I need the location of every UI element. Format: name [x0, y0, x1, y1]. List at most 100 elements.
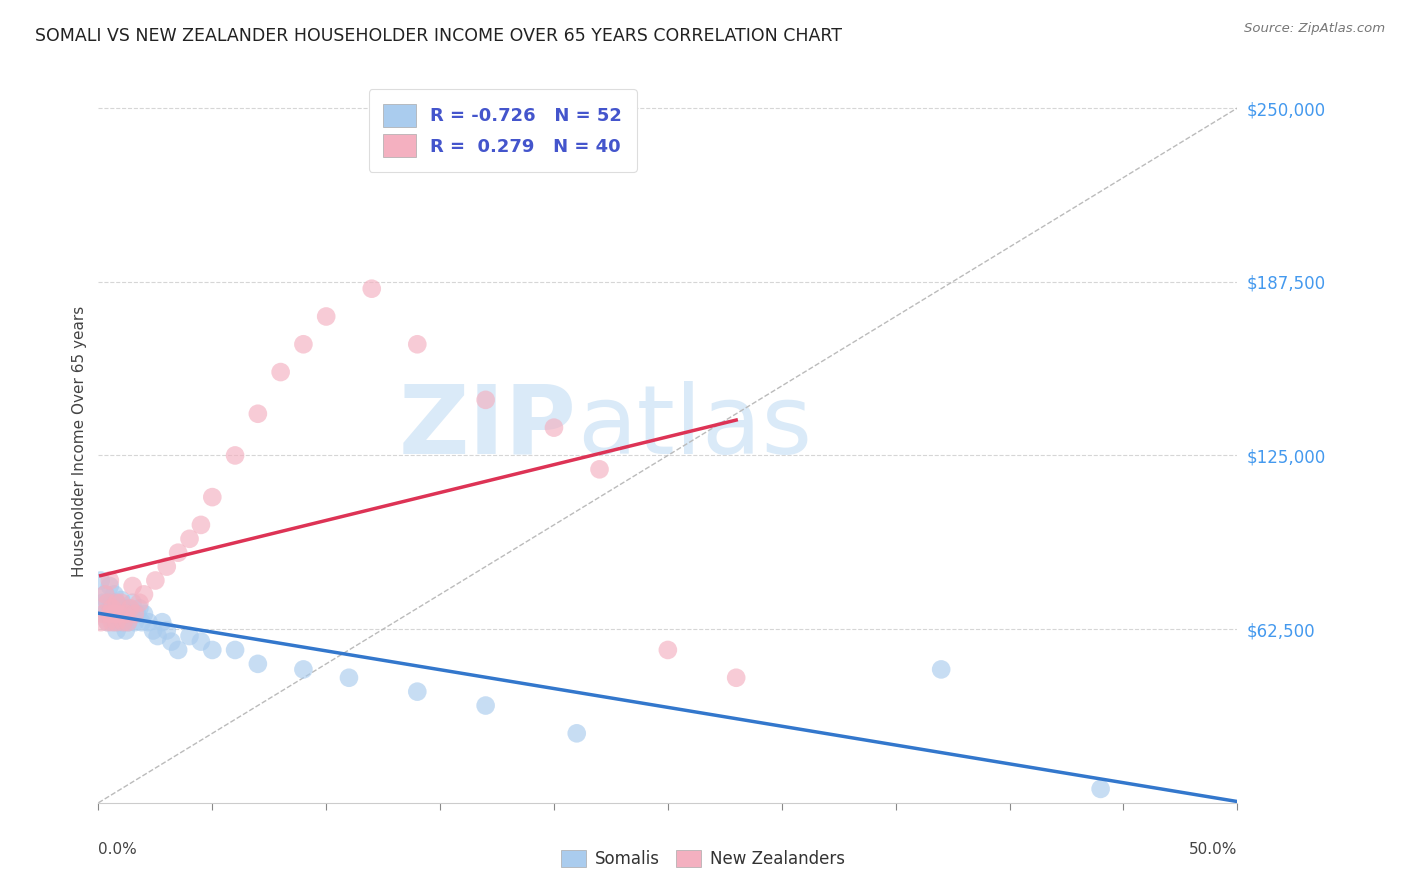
- Point: [98, 607, 121, 621]
- Point: [114, 607, 136, 621]
- Point: [103, 587, 125, 601]
- Point: [114, 624, 136, 638]
- Point: [101, 607, 124, 621]
- Point: [105, 624, 128, 638]
- Point: [224, 449, 246, 463]
- Point: [360, 282, 382, 296]
- Point: [91, 607, 114, 621]
- Point: [292, 662, 315, 676]
- Point: [146, 629, 169, 643]
- Point: [156, 624, 179, 638]
- Point: [190, 634, 212, 648]
- Point: [108, 615, 131, 630]
- Point: [124, 615, 146, 630]
- Point: [179, 629, 201, 643]
- Point: [474, 392, 496, 407]
- Point: [117, 615, 139, 630]
- Point: [96, 596, 118, 610]
- Point: [101, 601, 124, 615]
- Legend: R = -0.726   N = 52, R =  0.279   N = 40: R = -0.726 N = 52, R = 0.279 N = 40: [368, 89, 637, 172]
- Point: [315, 310, 337, 324]
- Point: [292, 337, 315, 351]
- Point: [1090, 781, 1112, 796]
- Point: [110, 593, 132, 607]
- Point: [138, 615, 160, 630]
- Point: [105, 607, 128, 621]
- Point: [98, 574, 121, 588]
- Point: [190, 517, 212, 532]
- Point: [201, 490, 224, 504]
- Point: [90, 574, 112, 588]
- Point: [105, 596, 128, 610]
- Point: [94, 587, 117, 601]
- Point: [91, 596, 114, 610]
- Point: [565, 726, 588, 740]
- Point: [98, 579, 121, 593]
- Point: [101, 596, 124, 610]
- Point: [96, 596, 118, 610]
- Point: [127, 607, 149, 621]
- Point: [406, 337, 429, 351]
- Point: [131, 615, 153, 630]
- Point: [588, 462, 610, 476]
- Point: [94, 607, 117, 621]
- Point: [337, 671, 360, 685]
- Point: [108, 601, 131, 615]
- Point: [117, 601, 139, 615]
- Point: [110, 607, 132, 621]
- Point: [96, 615, 118, 630]
- Point: [224, 643, 246, 657]
- Point: [112, 615, 135, 630]
- Point: [90, 615, 112, 630]
- Point: [128, 601, 150, 615]
- Point: [117, 615, 139, 630]
- Point: [114, 607, 136, 621]
- Point: [112, 615, 135, 630]
- Point: [103, 607, 125, 621]
- Point: [156, 559, 179, 574]
- Point: [474, 698, 496, 713]
- Point: [160, 634, 183, 648]
- Point: [201, 643, 224, 657]
- Point: [150, 615, 173, 630]
- Text: Source: ZipAtlas.com: Source: ZipAtlas.com: [1244, 22, 1385, 36]
- Point: [120, 601, 142, 615]
- Text: atlas: atlas: [576, 381, 811, 474]
- Point: [121, 596, 143, 610]
- Point: [406, 684, 429, 698]
- Point: [725, 671, 748, 685]
- Point: [929, 662, 952, 676]
- Point: [112, 601, 135, 615]
- Point: [105, 596, 128, 610]
- Point: [103, 601, 125, 615]
- Point: [124, 607, 146, 621]
- Point: [94, 587, 117, 601]
- Point: [98, 601, 121, 615]
- Point: [657, 643, 679, 657]
- Point: [121, 579, 143, 593]
- Point: [110, 596, 132, 610]
- Point: [108, 607, 131, 621]
- Text: ZIP: ZIP: [399, 381, 576, 474]
- Point: [132, 607, 155, 621]
- Point: [96, 615, 118, 630]
- Point: [105, 615, 128, 630]
- Point: [167, 643, 190, 657]
- Point: [246, 407, 269, 421]
- Point: [246, 657, 269, 671]
- Point: [120, 607, 142, 621]
- Text: 0.0%: 0.0%: [98, 842, 138, 856]
- Legend: Somalis, New Zealanders: Somalis, New Zealanders: [554, 843, 852, 875]
- Point: [142, 624, 165, 638]
- Point: [145, 574, 167, 588]
- Y-axis label: Householder Income Over 65 years: Householder Income Over 65 years: [72, 306, 87, 577]
- Point: [101, 615, 124, 630]
- Point: [103, 615, 125, 630]
- Point: [270, 365, 292, 379]
- Point: [543, 420, 565, 434]
- Point: [132, 587, 155, 601]
- Point: [167, 546, 190, 560]
- Point: [179, 532, 201, 546]
- Point: [128, 596, 150, 610]
- Text: 50.0%: 50.0%: [1189, 842, 1237, 856]
